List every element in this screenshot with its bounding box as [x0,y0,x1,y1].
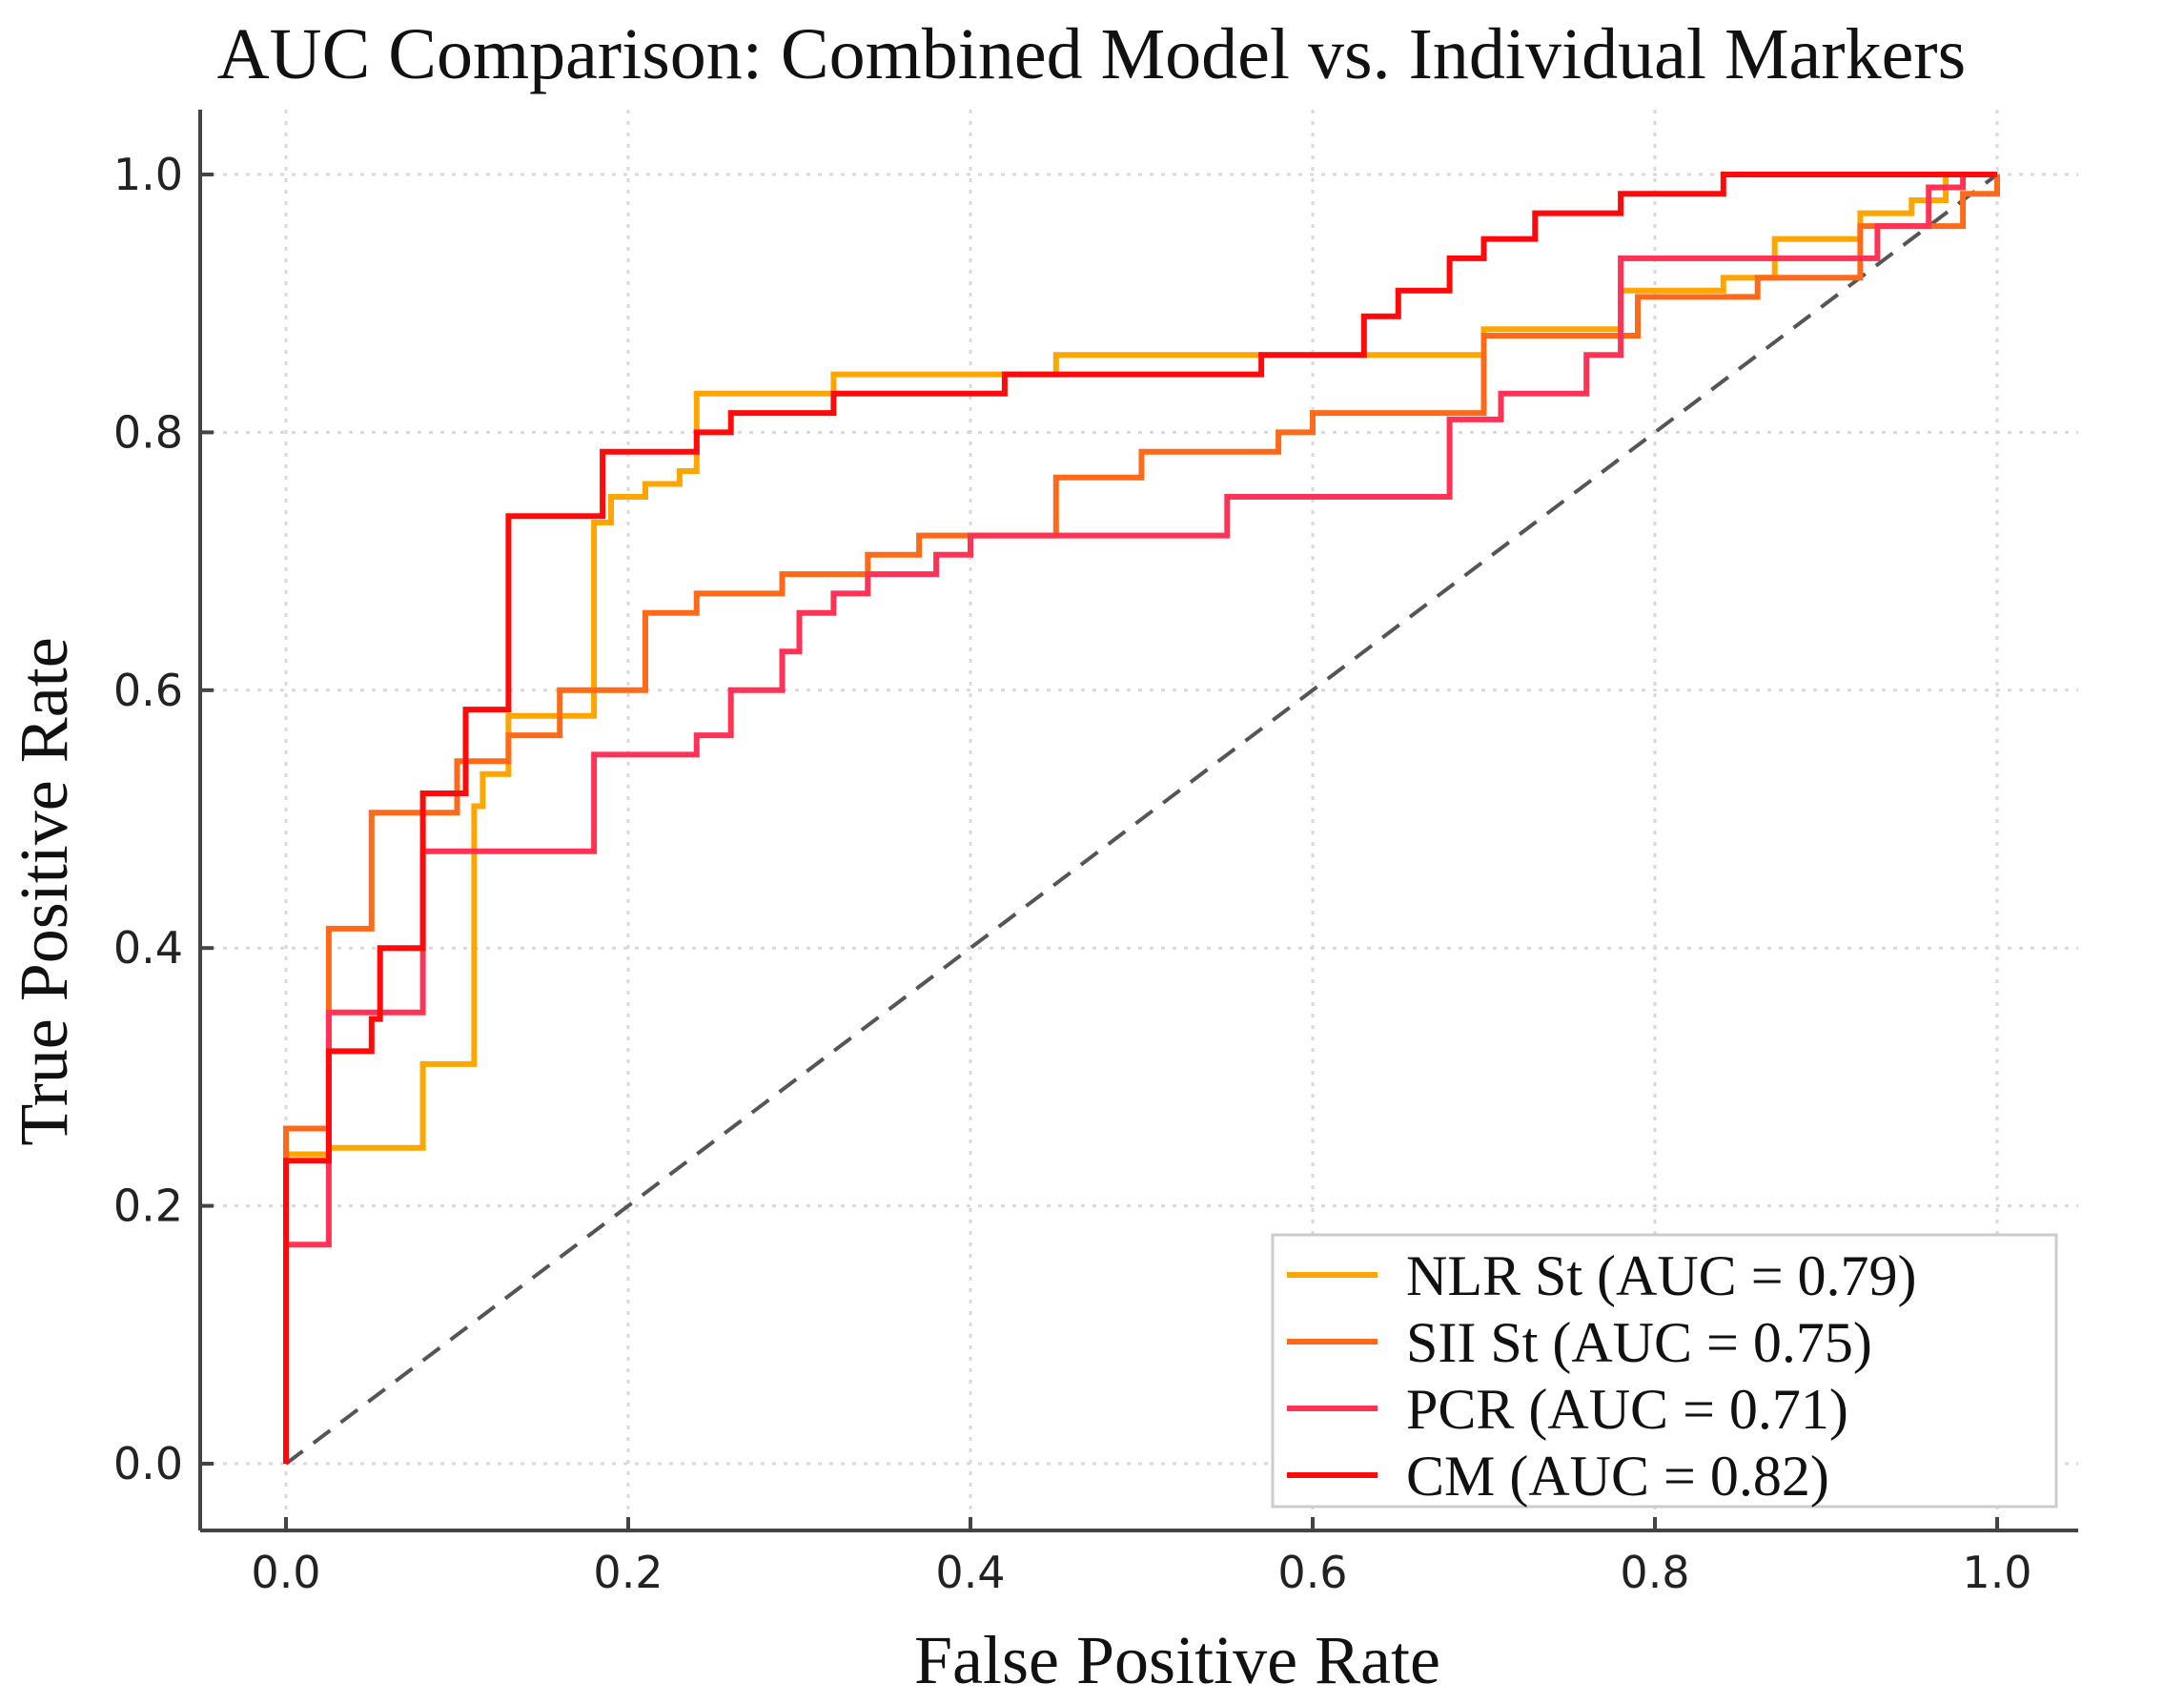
y-tick-label: 0.8 [113,406,183,458]
y-axis-label: True Positive Rate [6,637,82,1145]
x-tick-label: 0.2 [593,1547,663,1598]
axis-ticks: 0.0 0.2 0.4 0.6 0.8 1.0 0.0 0.2 0.4 0.6 0.8 1.0 [113,149,2032,1598]
grid-lines [200,110,2078,1530]
chance-diagonal-line [284,173,1999,1466]
x-tick-label: 0.6 [1277,1547,1347,1598]
x-tick-label: 1.0 [1962,1547,2031,1598]
y-tick-label: 0.0 [113,1438,183,1489]
roc-line-sii-st [283,175,2000,1464]
chance-diagonal [284,173,1999,1466]
x-axis-label: False Positive Rate [914,1622,1440,1698]
y-tick-label: 0.6 [113,665,183,716]
legend-label: NLR St (AUC = 0.79) [1406,1244,1917,1307]
roc-series [283,172,2000,1464]
x-tick-label: 0.4 [935,1547,1005,1598]
y-tick-label: 1.0 [113,149,183,200]
legend-label: CM (AUC = 0.82) [1406,1445,1829,1508]
legend-box [1271,1233,2058,1509]
x-tick-label: 0.0 [251,1547,320,1598]
legend: NLR St (AUC = 0.79)SII St (AUC = 0.75)PC… [1271,1233,2058,1509]
x-tick-label: 0.8 [1620,1547,1689,1598]
roc-line-nlr-st [283,172,1997,1464]
chart-title: AUC Comparison: Combined Model vs. Indiv… [217,14,1966,94]
roc-line-pcr [283,172,1997,1464]
y-tick-label: 0.4 [113,922,183,974]
y-tick-label: 0.2 [113,1180,183,1232]
roc-line-cm [283,172,1997,1464]
legend-label: PCR (AUC = 0.71) [1406,1378,1848,1441]
legend-label: SII St (AUC = 0.75) [1406,1311,1872,1374]
